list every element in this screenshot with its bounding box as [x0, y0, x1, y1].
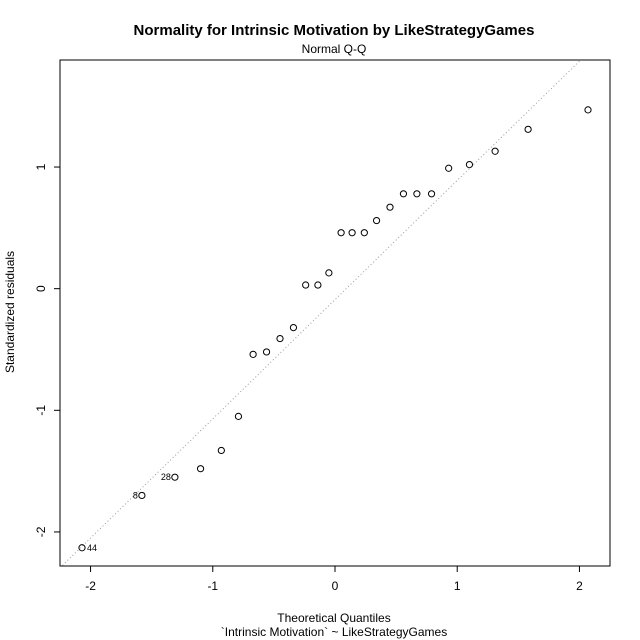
data-point [171, 473, 179, 481]
data-point [276, 334, 284, 343]
data-point [399, 190, 408, 198]
data-point [314, 281, 322, 289]
data-point [289, 323, 298, 332]
x-tick-label: 0 [332, 579, 339, 593]
point-label: 8 [133, 490, 138, 500]
data-point [138, 491, 146, 500]
x-axis-label: Theoretical Quantiles [277, 611, 390, 625]
chart-title: Normality for Intrinsic Motivation by Li… [134, 22, 535, 39]
qq-reference-line [61, 60, 582, 566]
data-point [524, 125, 532, 133]
data-point [413, 190, 421, 198]
data-point [348, 229, 356, 237]
x-axis-sublabel: `Intrinsic Motivation` ~ LikeStrategyGam… [221, 625, 447, 639]
y-tick-label: 0 [34, 285, 48, 292]
chart-subtitle: Normal Q-Q [302, 42, 367, 56]
data-point [249, 350, 257, 358]
data-point [360, 229, 368, 237]
data-point [302, 281, 310, 289]
y-tick-label: 1 [34, 163, 48, 170]
y-tick-label: -2 [34, 526, 48, 537]
data-point [372, 216, 381, 225]
data-point [445, 164, 453, 172]
y-tick-label: -1 [34, 405, 48, 416]
point-label: 28 [161, 472, 171, 482]
x-tick-label: -1 [207, 579, 218, 593]
x-tick-label: 2 [576, 579, 583, 593]
data-point [262, 348, 271, 356]
data-point [217, 446, 225, 455]
x-tick-label: 1 [454, 579, 461, 593]
plot-area: -2 -1 0 1 2 -2 -1 0 1 44 8 28 [34, 59, 611, 593]
data-point [427, 190, 436, 198]
plot-frame [59, 59, 611, 567]
y-axis-label: Standardized residuals [3, 251, 17, 373]
x-tick-label: -2 [85, 579, 96, 593]
data-point [337, 229, 345, 237]
point-label: 44 [87, 543, 97, 553]
data-point [78, 544, 86, 552]
data-point [325, 269, 333, 277]
data-point [386, 203, 394, 211]
data-point [465, 161, 474, 169]
data-point [196, 465, 205, 473]
data-point [491, 147, 499, 155]
data-point [584, 106, 592, 114]
data-point [234, 412, 243, 420]
